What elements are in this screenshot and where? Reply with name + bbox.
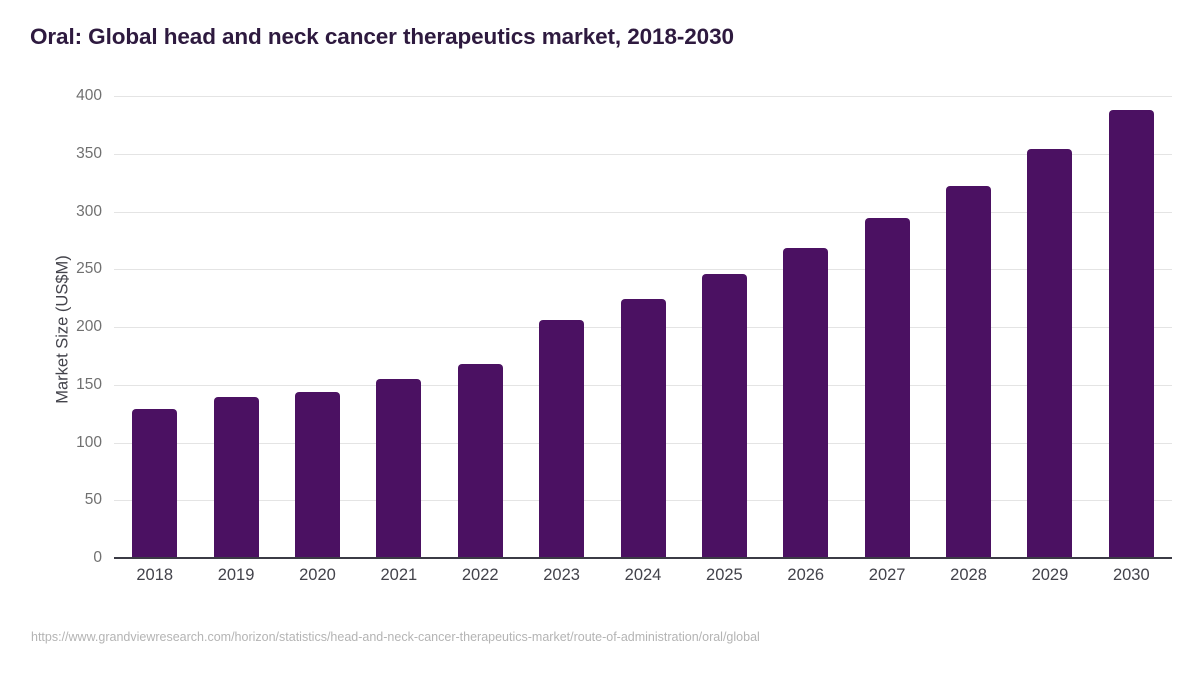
x-axis-tick-label: 2027 [868, 566, 906, 584]
bar-2024[interactable] [620, 299, 666, 558]
gridline [114, 211, 1172, 213]
y-axis-tick-label: 350 [76, 144, 102, 162]
y-axis-tick-label: 400 [76, 87, 102, 104]
plot-area [114, 96, 1172, 559]
source-url[interactable]: https://www.grandviewresearch.com/horizo… [31, 630, 760, 644]
bar-2022[interactable] [457, 363, 503, 558]
x-axis-tick-label: 2020 [299, 566, 336, 584]
gridline [114, 153, 1172, 155]
gridline [114, 269, 1172, 271]
x-axis-tick-label: 2024 [624, 566, 662, 584]
x-axis-tick-label: 2019 [217, 566, 255, 584]
x-axis-tick-label: 2022 [461, 566, 499, 584]
x-axis-tick-label: 2028 [950, 566, 987, 584]
x-axis-tick-label: 2025 [706, 566, 743, 584]
bar-2021[interactable] [376, 378, 422, 558]
x-axis-tick-label: 2026 [787, 566, 825, 584]
bar-2027[interactable] [864, 218, 910, 558]
y-axis-tick-label: 300 [76, 202, 102, 220]
bar-2028[interactable] [946, 186, 992, 558]
x-axis-tick-label: 2021 [380, 566, 418, 584]
x-axis-tick-label: 2018 [136, 566, 174, 584]
x-axis: 2018 2019 2020 2021 2022 2023 2024 2025 2026 2027… [114, 566, 1172, 596]
bar-2029[interactable] [1027, 149, 1073, 558]
x-axis-line [114, 557, 1172, 559]
y-axis: Market Size (US$M) 0 50 100 150 200 250 300 350… [36, 0, 103, 675]
bar-2020[interactable] [294, 391, 340, 558]
x-axis-tick-label: 2029 [1031, 566, 1069, 584]
y-axis-tick-label: 0 [93, 549, 102, 566]
page-title: Oral: Global head and neck cancer therap… [30, 24, 734, 49]
bar-2023[interactable] [539, 320, 585, 558]
bar-2018[interactable] [132, 409, 178, 558]
bar-2025[interactable] [701, 273, 747, 558]
bar-2030[interactable] [1108, 109, 1154, 558]
bar-2026[interactable] [783, 248, 829, 558]
gridline [114, 96, 1172, 97]
bar-2019[interactable] [213, 397, 259, 558]
y-axis-tick-label: 150 [76, 375, 102, 393]
y-axis-tick-label: 200 [76, 318, 102, 335]
y-axis-tick-label: 100 [76, 433, 102, 451]
x-axis-tick-label: 2023 [543, 566, 580, 584]
x-axis-tick-label: 2030 [1112, 566, 1150, 584]
y-axis-tick-label: 50 [84, 491, 102, 509]
y-axis-tick-label: 250 [76, 260, 102, 278]
